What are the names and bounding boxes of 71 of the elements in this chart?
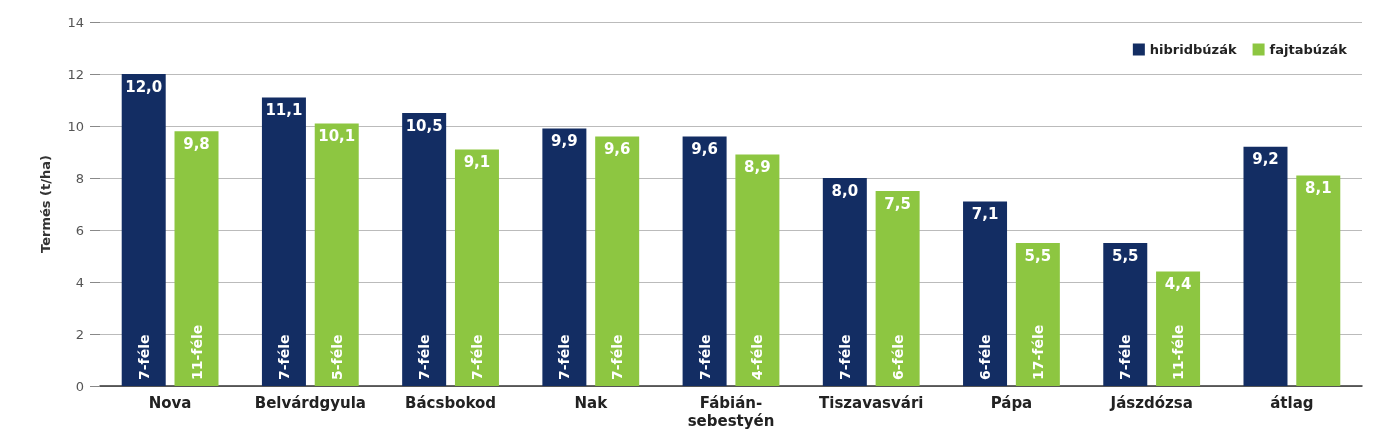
annotation: 7-féle — [696, 334, 713, 380]
y-axis-title: Termés (t/ha) — [38, 155, 53, 253]
bar — [963, 201, 1008, 386]
annotation: 7-féle — [468, 334, 485, 380]
data-label: 9,9 — [551, 132, 578, 151]
y-tick-label: 10 — [67, 118, 84, 134]
bar — [822, 178, 867, 386]
data-label: 9,6 — [691, 139, 718, 158]
x-tick-label: Tiszavasvári — [819, 394, 924, 412]
bar — [121, 74, 166, 386]
data-label: 5,5 — [1024, 246, 1052, 265]
annotation: 4-féle — [749, 334, 766, 380]
bar — [314, 123, 359, 386]
bar — [1243, 146, 1288, 386]
x-tick-label: Jászdózsa — [1109, 394, 1193, 412]
data-label: 7,1 — [971, 204, 999, 223]
data-label: 8,0 — [831, 181, 859, 200]
annotation: 11-féle — [1170, 324, 1187, 380]
y-tick-label: 8 — [75, 170, 84, 186]
annotation: 17-féle — [1029, 324, 1046, 380]
data-label: 5,5 — [1111, 246, 1139, 265]
bar — [402, 113, 447, 386]
annotation: 5-féle — [328, 334, 345, 380]
data-label: 11,1 — [265, 100, 303, 119]
data-label: 9,1 — [463, 152, 491, 171]
bar — [1015, 243, 1060, 386]
data-label: 9,2 — [1252, 150, 1279, 169]
bar — [174, 131, 219, 386]
annotation: 11-féle — [188, 324, 205, 380]
x-tick-label: átlag — [1270, 394, 1314, 412]
bar — [682, 136, 727, 386]
x-tick-label: Bácsbokod — [405, 394, 497, 412]
annotation: 7-féle — [135, 334, 152, 380]
x-tick-label: Nak — [574, 394, 609, 412]
y-tick-label: 4 — [75, 274, 84, 290]
x-tick-label: Nova — [148, 394, 192, 412]
bar — [261, 97, 306, 386]
x-tick-label: Fábián-sebestyén — [687, 394, 775, 430]
y-tick-label: 0 — [75, 378, 84, 394]
bar — [735, 154, 780, 386]
bar — [454, 149, 499, 386]
annotation: 7-féle — [416, 334, 433, 380]
data-label: 8,9 — [744, 158, 771, 177]
y-tick-label: 14 — [67, 14, 84, 30]
annotation: 7-féle — [836, 334, 853, 380]
annotation: 7-féle — [1117, 334, 1134, 380]
bar — [1103, 243, 1148, 386]
legend-label: fajtabúzák — [1269, 42, 1348, 57]
bar — [1296, 175, 1341, 386]
legend-label: hibridbúzák — [1149, 42, 1237, 57]
annotation: 6-féle — [977, 334, 994, 380]
data-label: 9,8 — [183, 134, 210, 153]
x-tick-label: Pápa — [990, 394, 1033, 412]
annotation: 7-féle — [275, 334, 292, 380]
data-label: 9,6 — [603, 139, 631, 158]
data-label: 4,4 — [1164, 275, 1192, 294]
y-tick-label: 2 — [75, 326, 84, 342]
bar — [542, 128, 587, 386]
annotation: 7-féle — [556, 334, 573, 380]
annotation: 6-féle — [889, 334, 906, 380]
annotation: 7-féle — [609, 334, 626, 380]
bar — [595, 136, 640, 386]
data-label: 12,0 — [125, 77, 163, 96]
data-label: 8,1 — [1305, 178, 1332, 197]
data-label: 10,5 — [405, 116, 443, 135]
y-tick-label: 12 — [67, 66, 84, 82]
bar — [875, 191, 920, 386]
y-tick-label: 6 — [75, 222, 84, 238]
data-label: 10,1 — [318, 126, 356, 145]
data-label: 7,5 — [884, 194, 911, 213]
x-tick-label: Belvárdgyula — [254, 394, 366, 412]
